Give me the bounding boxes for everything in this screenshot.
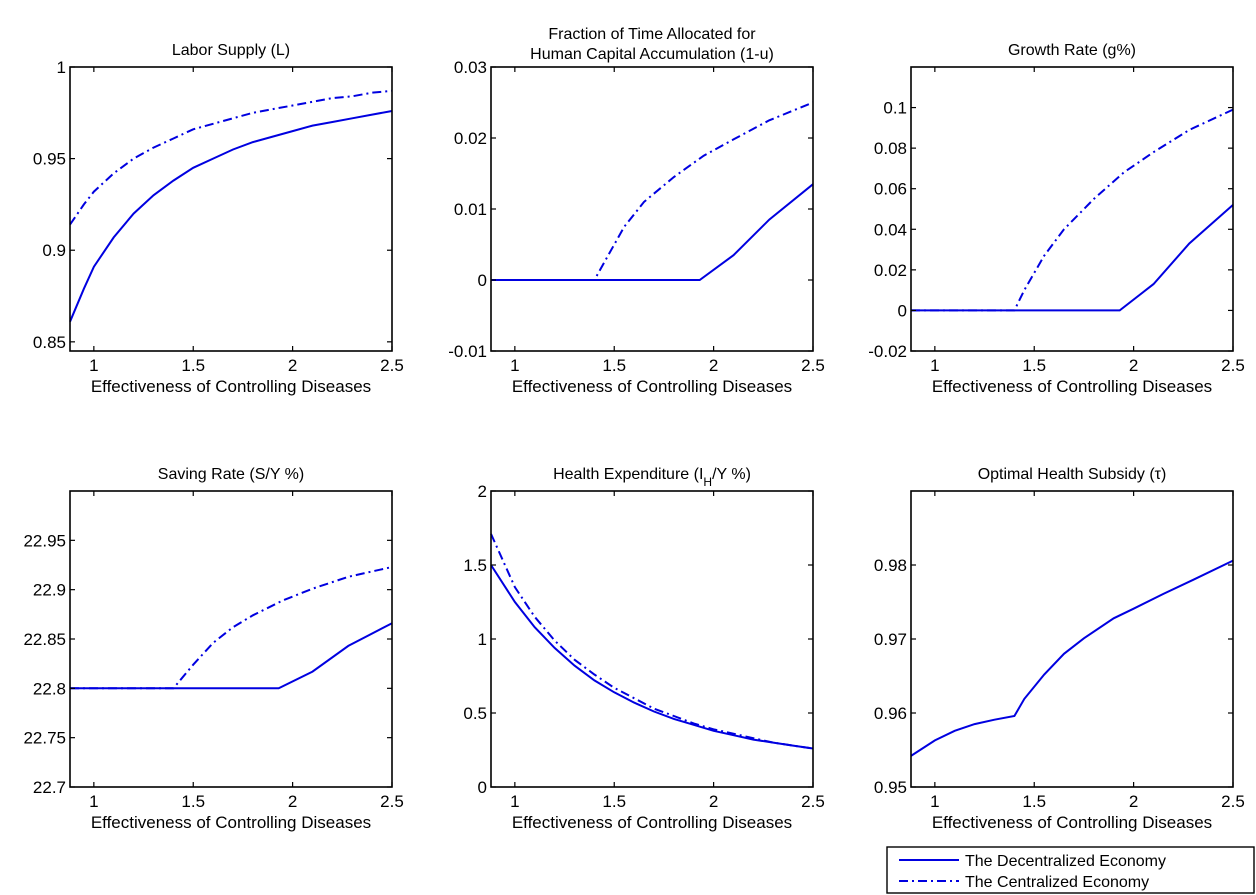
chart-panel-5: 1 1.5 2 2.5 0 0.5 1 1.5 2 Effectiveness of Contro… <box>463 466 824 832</box>
x-tick-label: 1 <box>510 356 519 375</box>
chart-panel-6: 1 1.5 2 2.5 0.95 0.96 0.97 0.98 Effectiveness of… <box>874 466 1245 832</box>
x-tick-label: 1.5 <box>181 356 205 375</box>
y-tick-label: 1 <box>478 630 487 649</box>
plot-frame <box>910 66 1234 352</box>
series-line-centralized <box>491 101 814 281</box>
series-line-centralized <box>70 566 393 690</box>
y-tick-label: 0.95 <box>874 778 907 797</box>
chart-panel-2: 1 1.5 2 2.5 -0.01 0 0.01 0.02 0.03 Effectiveness … <box>448 26 825 396</box>
y-tick-label: 0.06 <box>874 180 907 199</box>
y-tick-label: 22.9 <box>33 581 66 600</box>
series-line-centralized <box>69 89 393 226</box>
y-tick-label: 22.95 <box>23 531 66 550</box>
y-tick-label: 0 <box>898 301 907 320</box>
series-line-centralized <box>490 533 814 750</box>
x-axis-label: Effectiveness of Controlling Diseases <box>91 813 371 832</box>
y-tick-label: 22.8 <box>33 679 66 698</box>
x-tick-label: 1 <box>930 356 939 375</box>
chart-title: Saving Rate (S/Y %) <box>158 466 304 483</box>
y-tick-label: 0 <box>478 271 487 290</box>
chart-title: Growth Rate (g%) <box>1008 42 1136 59</box>
y-tick-label: 0.1 <box>883 99 907 118</box>
chart-title: Labor Supply (L) <box>172 42 290 59</box>
x-tick-label: 1.5 <box>1022 356 1046 375</box>
y-tick-label: 0.08 <box>874 139 907 158</box>
legend: The Decentralized Economy The Centralize… <box>886 846 1255 894</box>
series-line-decentralized <box>911 204 1234 312</box>
series-line-decentralized <box>490 564 814 750</box>
y-tick-label: 0.02 <box>874 261 907 280</box>
x-axis-label: Effectiveness of Controlling Diseases <box>91 377 371 396</box>
x-axis-label: Effectiveness of Controlling Diseases <box>512 377 792 396</box>
y-tick-label: 0 <box>478 778 487 797</box>
legend-label-decentralized: The Decentralized Economy <box>965 853 1166 870</box>
y-tick-label: -0.01 <box>448 342 487 361</box>
x-tick-label: 2.5 <box>380 356 404 375</box>
y-tick-label: 0.03 <box>454 58 487 77</box>
series-line-centralized <box>911 108 1234 312</box>
x-tick-label: 2 <box>288 792 297 811</box>
y-tick-label: 0.98 <box>874 556 907 575</box>
y-tick-label: 0.01 <box>454 200 487 219</box>
x-tick-label: 1.5 <box>602 792 626 811</box>
y-tick-label: -0.02 <box>868 342 907 361</box>
y-tick-label: 0.97 <box>874 630 907 649</box>
x-tick-label: 2 <box>1129 792 1138 811</box>
y-tick-label: 0.9 <box>42 241 66 260</box>
y-tick-label: 22.7 <box>33 778 66 797</box>
x-axis-label: Effectiveness of Controlling Diseases <box>932 377 1212 396</box>
chart-title-line: Human Capital Accumulation (1-u) <box>530 46 774 63</box>
x-tick-label: 2.5 <box>380 792 404 811</box>
y-tick-label: 0.96 <box>874 704 907 723</box>
y-tick-label: 2 <box>478 482 487 501</box>
x-tick-label: 1.5 <box>1022 792 1046 811</box>
series-line-decentralized <box>70 622 393 690</box>
x-tick-label: 1 <box>510 792 519 811</box>
chart-title: Health Expenditure (IH/Y %) <box>553 466 751 489</box>
y-tick-label: 1 <box>57 58 66 77</box>
legend-box <box>886 846 1255 894</box>
chart-panel-4: 1 1.5 2 2.5 22.7 22.75 22.8 22.85 22.9 22.95 Effec… <box>23 466 403 832</box>
series-line-decentralized <box>910 559 1234 757</box>
chart-panel-3: 1 1.5 2 2.5 -0.02 0 0.02 0.04 0.06 0.08 0.1 Effecti… <box>868 42 1245 396</box>
x-tick-label: 2 <box>709 356 718 375</box>
chart-title: Optimal Health Subsidy (τ) <box>978 466 1167 483</box>
plot-frame <box>69 66 393 352</box>
chart-panel-1: 1 1.5 2 2.5 0.85 0.9 0.95 1 Effectiveness of Con… <box>33 42 404 396</box>
x-tick-label: 1 <box>89 792 98 811</box>
x-axis-label: Effectiveness of Controlling Diseases <box>512 813 792 832</box>
x-tick-label: 2 <box>709 792 718 811</box>
y-tick-label: 22.85 <box>23 630 66 649</box>
x-axis-label: Effectiveness of Controlling Diseases <box>932 813 1212 832</box>
x-tick-label: 2.5 <box>1221 356 1245 375</box>
x-tick-label: 2.5 <box>1221 792 1245 811</box>
series-line-decentralized <box>69 110 393 323</box>
x-tick-label: 1 <box>89 356 98 375</box>
x-tick-label: 2.5 <box>801 792 825 811</box>
series-line-decentralized <box>491 183 814 281</box>
x-tick-label: 2 <box>1129 356 1138 375</box>
y-tick-label: 0.04 <box>874 220 907 239</box>
x-tick-label: 2.5 <box>801 356 825 375</box>
y-tick-label: 0.85 <box>33 333 66 352</box>
x-tick-label: 1 <box>930 792 939 811</box>
x-tick-label: 1.5 <box>602 356 626 375</box>
y-tick-label: 0.5 <box>463 704 487 723</box>
y-tick-label: 0.02 <box>454 129 487 148</box>
legend-label-centralized: The Centralized Economy <box>965 874 1149 891</box>
y-tick-label: 0.95 <box>33 150 66 169</box>
x-tick-label: 2 <box>288 356 297 375</box>
y-tick-label: 22.75 <box>23 729 66 748</box>
chart-title-line: Fraction of Time Allocated for <box>548 26 756 43</box>
x-tick-label: 1.5 <box>181 792 205 811</box>
y-tick-label: 1.5 <box>463 556 487 575</box>
